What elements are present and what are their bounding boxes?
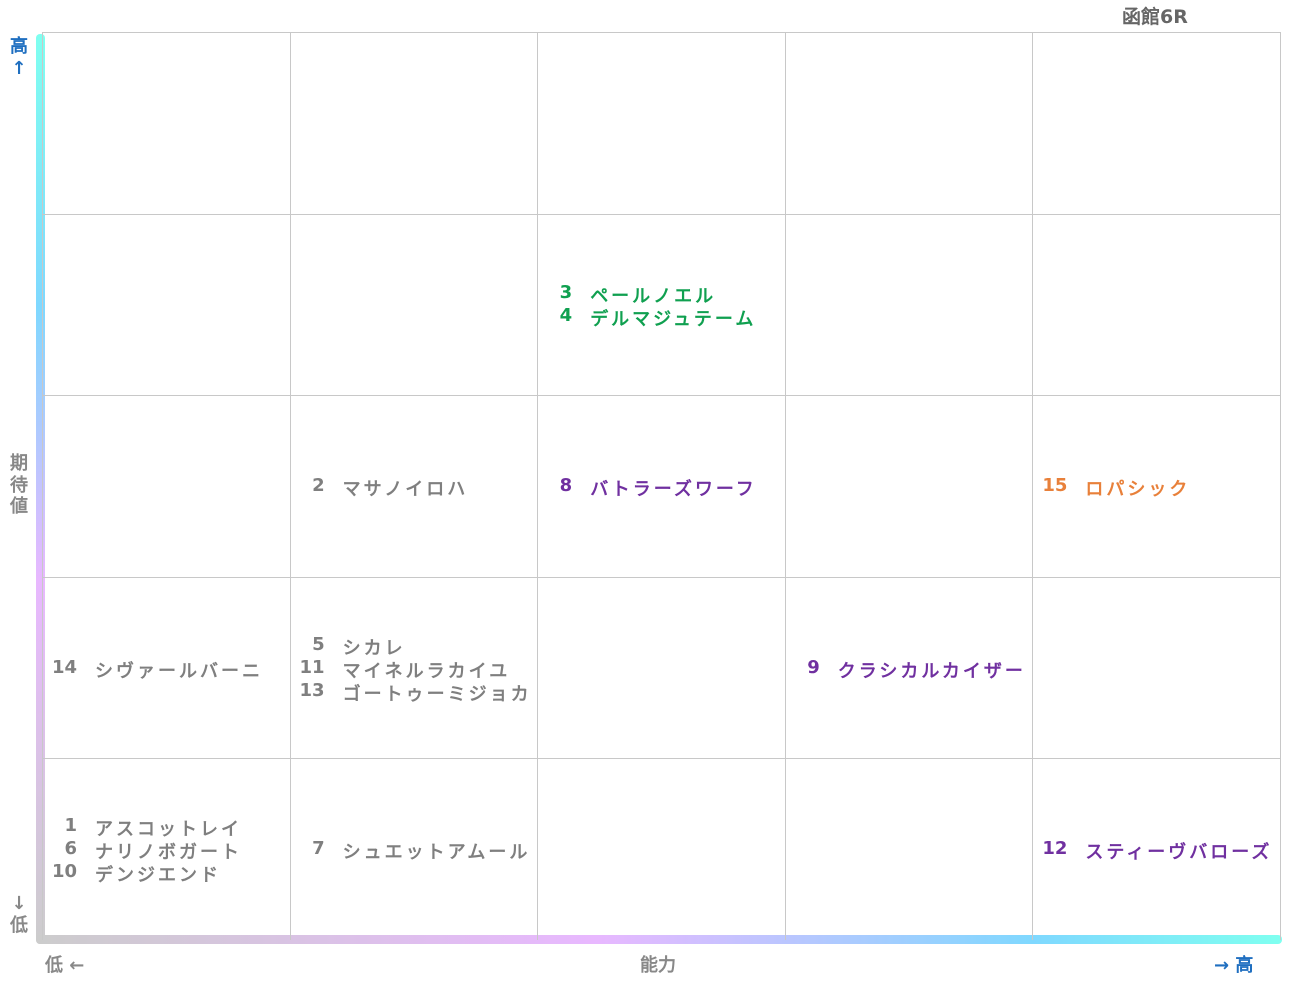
x-axis-low: 低 ← (45, 955, 85, 976)
x-axis-label: 能力 (640, 955, 676, 976)
horse-name: シュエットアムール (342, 842, 531, 864)
grid-cell (290, 213, 539, 396)
grid-cell (785, 395, 1034, 577)
horse-name: ナリノボガート (95, 842, 242, 864)
grid-cell (1033, 32, 1281, 214)
y-axis-bar (36, 34, 45, 944)
horse-name: シカレ (342, 637, 406, 659)
horse-number: 1 (64, 815, 77, 837)
horse-number: 10 (51, 861, 77, 883)
grid-cell: 5 シカレ 11 マイネルラカイユ 13 ゴートゥーミジョカ (290, 576, 539, 759)
horse-number: 9 (807, 656, 820, 678)
grid-cell (43, 213, 291, 396)
grid-cell (1033, 576, 1281, 759)
horse-number: 14 (51, 656, 77, 678)
horse-number: 15 (1042, 474, 1068, 496)
grid-cell: 9 クラシカルカイザー (785, 576, 1034, 759)
horse-entry: 2 マサノイロハ (291, 474, 538, 500)
grid-cell: 14 シヴァールバーニ (43, 576, 291, 759)
horse-name: バトラーズワーフ (590, 478, 757, 500)
horse-number: 8 (559, 474, 573, 496)
horse-entry: 7 シュエットアムール (291, 838, 538, 864)
grid-cell (538, 576, 786, 759)
grid-cell (785, 213, 1034, 396)
x-axis-bar (36, 935, 1282, 944)
horse-number: 2 (312, 474, 325, 496)
horse-entry: 14 シヴァールバーニ (43, 656, 290, 682)
horse-name: ロパシック (1085, 478, 1191, 500)
horse-entry: 9 クラシカルカイザー (786, 656, 1033, 682)
horse-name: マサノイロハ (342, 478, 469, 500)
grid-cell: 7 シュエットアムール (290, 758, 539, 940)
horse-entry: 1 アスコットレイ (43, 815, 290, 841)
grid: 3 ペールノエル 4 デルマジュテーム 2 マサノイロハ 8 バトラーズワーフ 15 ロパシック 1… (42, 32, 1281, 940)
horse-entry: 6 ナリノボガート (43, 838, 290, 864)
grid-cell (43, 32, 291, 214)
grid-cell (785, 32, 1034, 214)
horse-name: デンジエンド (95, 865, 221, 887)
x-axis-high: → 高 (1214, 955, 1254, 976)
horse-entry: 12 スティーヴバローズ (1033, 838, 1280, 864)
horse-name: シヴァールバーニ (95, 660, 263, 682)
grid-cell (1033, 213, 1281, 396)
horse-entry: 4 デルマジュテーム (538, 304, 785, 330)
horse-entry: 11 マイネルラカイユ (291, 656, 538, 682)
horse-name: マイネルラカイユ (342, 660, 511, 682)
horse-entry: 5 シカレ (291, 633, 538, 659)
horse-name: デルマジュテーム (590, 308, 757, 330)
horse-number: 6 (64, 838, 77, 860)
horse-number: 4 (559, 304, 573, 326)
grid-cell: 8 バトラーズワーフ (538, 395, 786, 577)
title: 函館6R (1122, 6, 1188, 28)
y-axis-label: 期待値 (10, 453, 28, 518)
grid-cell (538, 32, 786, 214)
horse-number: 3 (559, 281, 573, 303)
grid-cell (290, 32, 539, 214)
horse-entry: 13 ゴートゥーミジョカ (291, 679, 538, 705)
grid-cell: 2 マサノイロハ (290, 395, 539, 577)
horse-entry: 15 ロパシック (1033, 474, 1280, 500)
grid-cell: 12 スティーヴバローズ (1033, 758, 1281, 940)
horse-entry: 3 ペールノエル (538, 281, 785, 307)
horse-number: 7 (312, 838, 325, 860)
horse-name: ペールノエル (590, 285, 717, 307)
horse-number: 11 (299, 656, 325, 678)
grid-cell: 1 アスコットレイ 6 ナリノボガート 10 デンジエンド (43, 758, 291, 940)
y-axis-low: ↓低 (10, 893, 28, 936)
horse-entry: 10 デンジエンド (43, 861, 290, 887)
horse-number: 12 (1042, 838, 1068, 860)
horse-name: アスコットレイ (95, 819, 242, 841)
horse-name: スティーヴバローズ (1085, 842, 1273, 864)
grid-cell (43, 395, 291, 577)
horse-number: 13 (299, 679, 325, 701)
horse-entry: 8 バトラーズワーフ (538, 474, 785, 500)
horse-name: クラシカルカイザー (837, 660, 1026, 682)
grid-cell: 3 ペールノエル 4 デルマジュテーム (538, 213, 786, 396)
y-axis-high: 高↑ (10, 36, 28, 79)
horse-name: ゴートゥーミジョカ (342, 683, 532, 705)
grid-cell: 15 ロパシック (1033, 395, 1281, 577)
horse-number: 5 (312, 633, 325, 655)
grid-cell (538, 758, 786, 940)
grid-cell (785, 758, 1034, 940)
